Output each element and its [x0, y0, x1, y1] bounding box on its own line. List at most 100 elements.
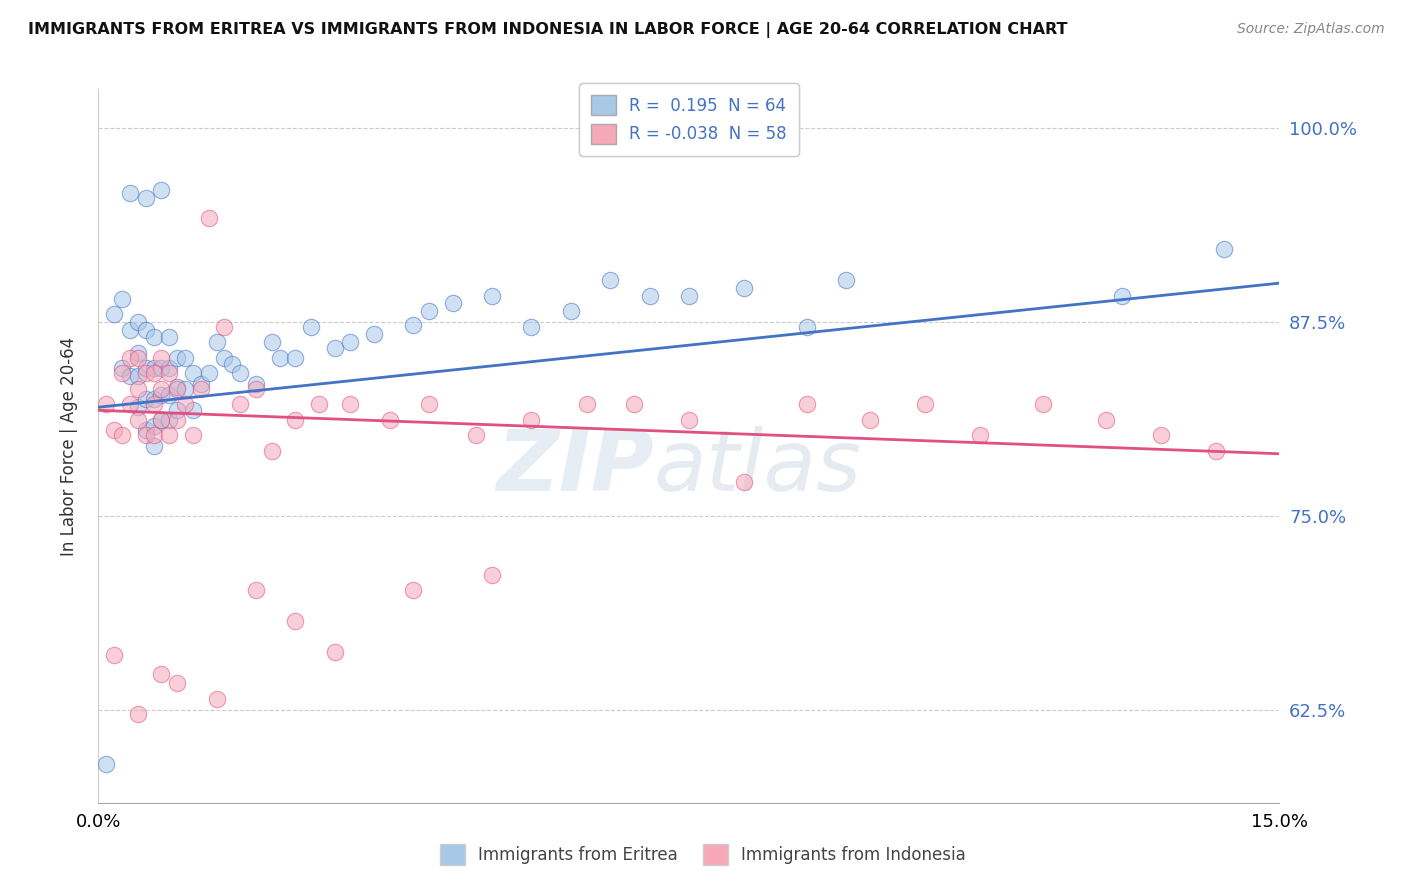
Point: [733, 281, 755, 295]
Point: [157, 412, 180, 426]
Point: [181, 403, 204, 417]
Point: [142, 330, 165, 344]
Point: [575, 397, 598, 411]
Legend: R =  0.195  N = 64, R = -0.038  N = 58: R = 0.195 N = 64, R = -0.038 N = 58: [579, 83, 799, 155]
Point: [560, 304, 582, 318]
Point: [245, 382, 267, 396]
Point: [481, 288, 503, 302]
Point: [142, 428, 165, 442]
Point: [166, 380, 188, 394]
Point: [638, 288, 661, 302]
Point: [214, 319, 236, 334]
Point: [229, 366, 252, 380]
Point: [127, 351, 149, 365]
Point: [308, 397, 330, 411]
Point: [835, 273, 858, 287]
Point: [197, 211, 219, 225]
Point: [142, 366, 165, 380]
Point: [150, 412, 173, 426]
Point: [402, 318, 425, 332]
Point: [135, 424, 157, 438]
Point: [142, 392, 165, 407]
Point: [339, 397, 361, 411]
Point: [135, 323, 157, 337]
Point: [96, 397, 118, 411]
Point: [135, 361, 157, 376]
Point: [1205, 443, 1227, 458]
Point: [181, 428, 204, 442]
Point: [284, 615, 307, 629]
Point: [197, 366, 219, 380]
Point: [969, 428, 991, 442]
Point: [111, 292, 134, 306]
Point: [796, 397, 818, 411]
Point: [859, 412, 882, 426]
Point: [111, 361, 134, 376]
Point: [127, 369, 149, 384]
Point: [157, 388, 180, 402]
Point: [363, 327, 385, 342]
Point: [402, 583, 425, 598]
Point: [103, 307, 125, 321]
Point: [914, 397, 936, 411]
Point: [135, 191, 157, 205]
Text: atlas: atlas: [654, 425, 862, 509]
Point: [118, 351, 141, 365]
Point: [111, 428, 134, 442]
Point: [269, 351, 291, 365]
Point: [260, 334, 283, 349]
Point: [174, 351, 197, 365]
Point: [284, 412, 307, 426]
Point: [599, 273, 621, 287]
Point: [245, 583, 267, 598]
Point: [135, 428, 157, 442]
Point: [205, 691, 228, 706]
Point: [1111, 288, 1133, 302]
Point: [150, 382, 173, 396]
Point: [520, 319, 543, 334]
Point: [142, 418, 165, 433]
Point: [150, 388, 173, 402]
Point: [174, 382, 197, 396]
Point: [441, 296, 464, 310]
Point: [323, 341, 346, 355]
Point: [103, 424, 125, 438]
Point: [299, 319, 322, 334]
Point: [205, 334, 228, 349]
Point: [103, 648, 125, 663]
Text: Source: ZipAtlas.com: Source: ZipAtlas.com: [1237, 22, 1385, 37]
Legend: Immigrants from Eritrea, Immigrants from Indonesia: Immigrants from Eritrea, Immigrants from…: [430, 834, 976, 875]
Point: [150, 183, 173, 197]
Point: [127, 382, 149, 396]
Point: [127, 346, 149, 360]
Point: [166, 382, 188, 396]
Point: [166, 403, 188, 417]
Point: [118, 369, 141, 384]
Point: [520, 412, 543, 426]
Point: [378, 412, 401, 426]
Point: [221, 357, 243, 371]
Point: [418, 304, 440, 318]
Point: [166, 412, 188, 426]
Point: [1213, 242, 1236, 256]
Point: [796, 319, 818, 334]
Point: [150, 351, 173, 365]
Point: [118, 397, 141, 411]
Point: [323, 645, 346, 659]
Point: [135, 392, 157, 407]
Point: [190, 376, 212, 391]
Point: [245, 376, 267, 391]
Text: IMMIGRANTS FROM ERITREA VS IMMIGRANTS FROM INDONESIA IN LABOR FORCE | AGE 20-64 : IMMIGRANTS FROM ERITREA VS IMMIGRANTS FR…: [28, 22, 1067, 38]
Point: [190, 382, 212, 396]
Point: [181, 366, 204, 380]
Point: [623, 397, 645, 411]
Point: [127, 412, 149, 426]
Y-axis label: In Labor Force | Age 20-64: In Labor Force | Age 20-64: [59, 336, 77, 556]
Point: [127, 707, 149, 722]
Point: [150, 412, 173, 426]
Point: [214, 351, 236, 365]
Point: [127, 401, 149, 415]
Point: [339, 334, 361, 349]
Text: ZIP: ZIP: [496, 425, 654, 509]
Point: [150, 361, 173, 376]
